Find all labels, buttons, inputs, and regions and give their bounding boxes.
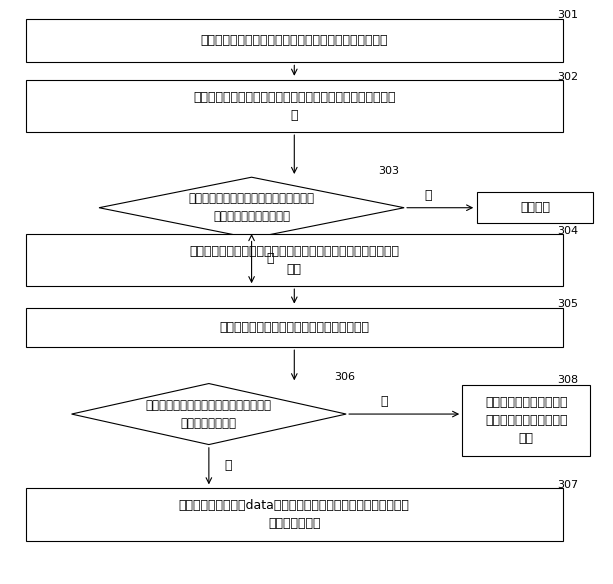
Text: 否: 否 <box>425 189 432 202</box>
Text: 是: 是 <box>267 252 275 265</box>
Text: 不作处理: 不作处理 <box>520 201 550 214</box>
FancyBboxPatch shape <box>26 488 563 541</box>
Polygon shape <box>99 177 404 238</box>
Text: 308: 308 <box>557 375 578 385</box>
Text: 303: 303 <box>378 166 400 176</box>
FancyBboxPatch shape <box>26 234 563 286</box>
Text: 307: 307 <box>557 479 578 489</box>
Text: 利用升级版本的差分资源包和原始版本的差分资源包生成差分
包: 利用升级版本的差分资源包和原始版本的差分资源包生成差分 包 <box>193 91 395 121</box>
FancyBboxPatch shape <box>26 308 563 347</box>
Polygon shape <box>72 384 346 444</box>
Text: 301: 301 <box>557 10 577 20</box>
Text: 根据标识为预设值直接获
取第一次开机建立的链接
文件: 根据标识为预设值直接获 取第一次开机建立的链接 文件 <box>485 396 568 445</box>
Text: 306: 306 <box>334 372 355 382</box>
Text: 305: 305 <box>557 300 577 310</box>
FancyBboxPatch shape <box>26 80 563 132</box>
Text: 是: 是 <box>224 458 232 472</box>
FancyBboxPatch shape <box>478 192 593 224</box>
Text: 根据标识为默认值在data分区建立用于链接到新增预装应用安装包
的新的链接文件: 根据标识为默认值在data分区建立用于链接到新增预装应用安装包 的新的链接文件 <box>179 499 409 530</box>
Text: 在差分包的脚本中设置预设命令，预设命令用于将标识恢复为默
认值: 在差分包的脚本中设置预设命令，预设命令用于将标识恢复为默 认值 <box>189 245 399 276</box>
Text: 否: 否 <box>381 395 389 408</box>
Text: 判断差分包中升级版本相对原始版本是否
存在新增预装应用安装包: 判断差分包中升级版本相对原始版本是否 存在新增预装应用安装包 <box>189 192 314 223</box>
Text: 302: 302 <box>557 72 578 82</box>
Text: 304: 304 <box>557 225 578 235</box>
Text: 当终端设备升级时，执行升级包中的预设命令: 当终端设备升级时，执行升级包中的预设命令 <box>219 321 369 334</box>
FancyBboxPatch shape <box>26 19 563 62</box>
FancyBboxPatch shape <box>462 385 590 456</box>
Text: 分别制作原始版本的差分资源包和升级版本的差分资源包: 分别制作原始版本的差分资源包和升级版本的差分资源包 <box>200 34 388 47</box>
Text: 终端设备升级完成后第一次开机时，判断
标识是否为默认值: 终端设备升级完成后第一次开机时，判断 标识是否为默认值 <box>146 398 272 430</box>
